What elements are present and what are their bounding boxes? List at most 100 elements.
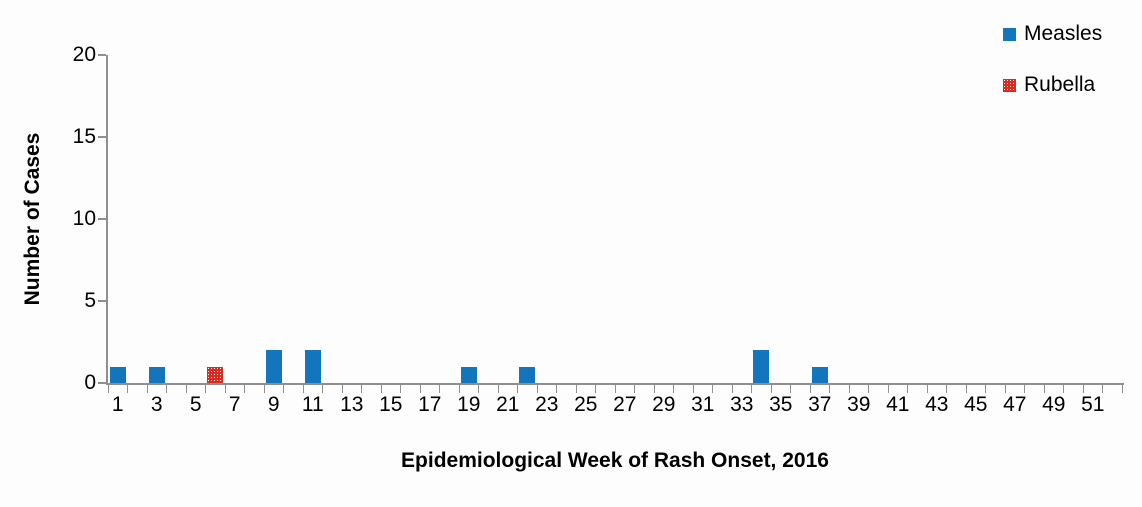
x-tick-label: 3 xyxy=(150,393,163,416)
x-tick xyxy=(478,385,479,393)
x-tick xyxy=(302,385,304,393)
x-tick xyxy=(380,385,382,393)
x-tick xyxy=(244,385,245,393)
x-tick-label: 15 xyxy=(379,393,403,416)
x-tick-label: 41 xyxy=(886,393,910,416)
bar-measles-week-37 xyxy=(811,366,828,383)
x-tick-label: 11 xyxy=(301,393,324,416)
y-tick xyxy=(98,300,106,302)
x-tick xyxy=(790,385,791,393)
y-tick-label: 5 xyxy=(84,289,96,312)
x-tick-label: 51 xyxy=(1081,393,1105,416)
x-tick xyxy=(887,385,889,393)
bar-rubella-week-6 xyxy=(207,366,224,383)
y-tick xyxy=(98,54,106,56)
x-tick-label: 7 xyxy=(228,393,241,416)
y-tick-label: 10 xyxy=(72,207,96,230)
x-tick-label: 33 xyxy=(730,393,754,416)
x-tick xyxy=(400,385,401,393)
x-tick-label: 23 xyxy=(535,393,559,416)
x-tick xyxy=(536,385,538,393)
legend-item-rubella: Rubella xyxy=(1003,73,1102,97)
x-tick xyxy=(731,385,733,393)
x-tick xyxy=(595,385,596,393)
legend-item-measles: Measles xyxy=(1003,22,1102,46)
x-tick-label: 17 xyxy=(418,393,442,416)
x-tick xyxy=(809,385,811,393)
x-tick-label: 9 xyxy=(267,393,280,416)
bar-measles-week-9 xyxy=(265,350,282,383)
x-tick xyxy=(1082,385,1084,393)
x-tick xyxy=(1121,385,1123,393)
x-tick xyxy=(224,385,226,393)
x-tick-label: 31 xyxy=(691,393,715,416)
x-tick xyxy=(1024,385,1025,393)
x-tick xyxy=(107,385,109,393)
x-tick xyxy=(770,385,772,393)
x-tick xyxy=(673,385,674,393)
x-tick xyxy=(283,385,284,393)
x-tick xyxy=(556,385,557,393)
x-tick-label: 19 xyxy=(457,393,481,416)
x-tick xyxy=(1102,385,1103,393)
x-tick-label: 39 xyxy=(847,393,871,416)
y-tick-label: 15 xyxy=(72,125,96,148)
legend: Measles Rubella xyxy=(1003,22,1102,124)
bar-measles-week-22 xyxy=(519,366,536,383)
x-tick xyxy=(419,385,421,393)
x-axis-title: Epidemiological Week of Rash Onset, 2016 xyxy=(401,449,829,472)
x-tick-label: 29 xyxy=(652,393,676,416)
x-tick xyxy=(146,385,148,393)
x-tick xyxy=(946,385,947,393)
x-tick xyxy=(458,385,460,393)
bar-measles-week-1 xyxy=(109,366,126,383)
x-tick xyxy=(751,385,752,393)
x-tick xyxy=(907,385,908,393)
bar-measles-week-34 xyxy=(753,350,770,383)
x-tick-label: 43 xyxy=(925,393,949,416)
x-tick xyxy=(848,385,850,393)
x-tick xyxy=(361,385,362,393)
y-axis-line xyxy=(106,55,108,385)
x-tick xyxy=(575,385,577,393)
x-tick xyxy=(127,385,128,393)
x-tick xyxy=(1063,385,1064,393)
x-tick xyxy=(692,385,694,393)
x-tick xyxy=(341,385,343,393)
x-tick xyxy=(965,385,967,393)
measles-legend-marker-icon xyxy=(1003,27,1016,41)
bar-measles-week-11 xyxy=(304,350,321,383)
x-tick-label: 1 xyxy=(111,393,124,416)
legend-label-rubella: Rubella xyxy=(1024,73,1096,96)
bar-measles-week-3 xyxy=(148,366,165,383)
x-tick-label: 49 xyxy=(1042,393,1066,416)
x-tick xyxy=(614,385,616,393)
y-tick xyxy=(98,218,106,220)
x-tick-label: 37 xyxy=(808,393,832,416)
x-tick-label: 21 xyxy=(496,393,520,416)
y-tick-label: 0 xyxy=(84,371,96,394)
x-tick xyxy=(712,385,713,393)
x-tick xyxy=(185,385,187,393)
x-tick xyxy=(439,385,440,393)
x-tick xyxy=(1043,385,1045,393)
x-tick-label: 13 xyxy=(340,393,364,416)
x-tick-label: 25 xyxy=(574,393,598,416)
x-tick xyxy=(497,385,499,393)
x-tick-label: 35 xyxy=(769,393,793,416)
x-axis-line xyxy=(106,383,1124,385)
x-tick xyxy=(653,385,655,393)
plot-area xyxy=(108,55,1122,383)
x-tick-label: 27 xyxy=(613,393,637,416)
x-tick-label: 5 xyxy=(189,393,202,416)
x-tick xyxy=(517,385,518,393)
x-tick-label: 45 xyxy=(964,393,988,416)
x-tick xyxy=(634,385,635,393)
x-tick xyxy=(985,385,986,393)
x-tick xyxy=(1004,385,1006,393)
rubella-legend-marker-icon xyxy=(1003,78,1016,92)
y-tick xyxy=(98,136,106,138)
x-tick xyxy=(926,385,928,393)
x-tick xyxy=(263,385,265,393)
